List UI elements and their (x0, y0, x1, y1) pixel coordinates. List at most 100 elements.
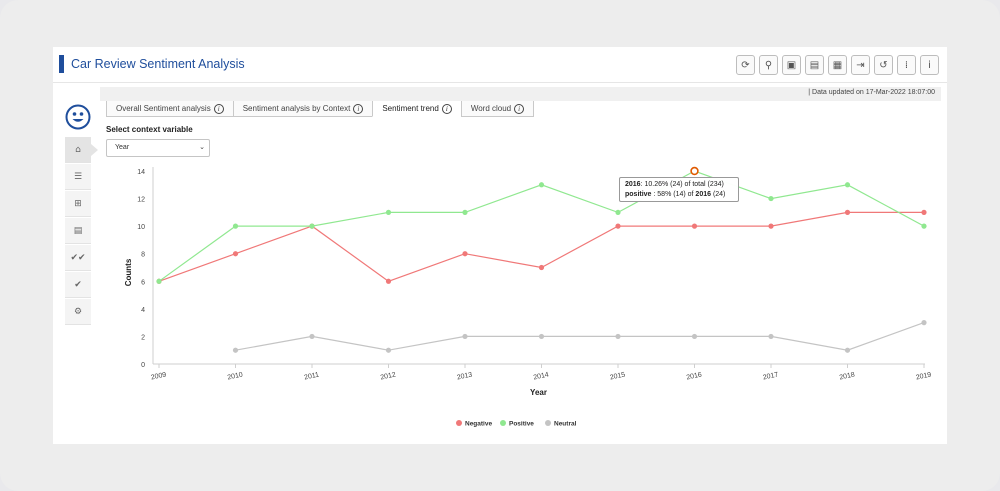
data-point-positive[interactable] (615, 209, 621, 215)
x-tick-label: 2014 (533, 371, 550, 381)
info-icon[interactable]: i (514, 103, 525, 114)
y-tick-label: 10 (137, 224, 145, 231)
y-tick-label: 6 (141, 279, 145, 286)
data-point-negative[interactable] (462, 251, 468, 257)
calendar-icon: ▦ (832, 59, 843, 71)
save-button[interactable]: ▣ (782, 55, 801, 75)
info-icon[interactable]: i (441, 103, 452, 114)
refresh-button[interactable]: ⟳ (736, 55, 755, 75)
y-tick-label: 14 (137, 169, 145, 176)
data-point-positive[interactable] (462, 209, 468, 215)
x-tick-label: 2012 (380, 371, 397, 381)
data-point-negative[interactable] (844, 209, 851, 215)
data-point-negative[interactable] (691, 223, 698, 229)
tooltip-share-end: (24) (711, 191, 726, 198)
series-line-positive (158, 170, 925, 282)
tooltip-line-2: positive : 58% (14) of 2016 (24) (625, 190, 733, 200)
legend-marker (456, 420, 462, 426)
tab-word-cloud[interactable]: Word cloud i (460, 101, 535, 117)
data-point-neutral[interactable] (691, 333, 698, 340)
export-button[interactable]: ⇥ (851, 55, 870, 75)
tab-label: Sentiment trend (382, 104, 439, 113)
sidebar-item-settings[interactable]: ⚙ (65, 299, 91, 325)
smiley-icon (65, 104, 91, 130)
data-point-positive[interactable] (309, 223, 315, 229)
legend-label[interactable]: Neutral (554, 421, 577, 428)
calendar-button[interactable]: ▦ (828, 55, 847, 75)
data-point-positive[interactable] (844, 182, 851, 188)
tab-sentiment-analysis-by-context[interactable]: Sentiment analysis by Context i (232, 101, 374, 117)
data-point-neutral[interactable] (309, 333, 315, 340)
legend-marker (545, 420, 551, 426)
tab-label: Word cloud (470, 104, 512, 113)
data-point-neutral[interactable] (385, 347, 392, 353)
title-accent (59, 55, 64, 73)
legend-label[interactable]: Negative (465, 421, 492, 428)
y-tick-label: 4 (141, 307, 145, 314)
data-point-negative[interactable] (538, 264, 545, 271)
link-button[interactable]: ⚲ (759, 55, 778, 75)
sidebar: ⌂ ☰ ⊞ ▤ ✔✔ ✔ ⚙ (65, 137, 98, 326)
toolbar: ⟳ ⚲ ▣ ▤ ▦ ⇥ ↺ ⁞ i (736, 55, 939, 75)
data-point-neutral[interactable] (538, 333, 545, 340)
x-tick-label: 2019 (915, 371, 932, 381)
data-point-neutral[interactable] (462, 333, 468, 340)
data-point-positive[interactable] (768, 195, 774, 202)
sidebar-item-home[interactable]: ⌂ (65, 137, 98, 163)
sidebar-item-list[interactable]: ☰ (65, 164, 91, 190)
refresh-icon: ⟳ (741, 59, 750, 71)
y-tick-label: 2 (141, 334, 145, 341)
save-as-button[interactable]: ▤ (805, 55, 824, 75)
context-select-value: Year (115, 144, 130, 151)
data-point-positive[interactable] (538, 182, 545, 188)
title-bar: Car Review Sentiment Analysis ⟳ ⚲ ▣ ▤ ▦ ⇥ ↺ ⁞ i (53, 47, 947, 83)
tooltip-share: : 58% (14) of (651, 191, 696, 198)
x-tick-label: 2016 (686, 371, 703, 381)
y-axis-title: Counts (124, 258, 133, 286)
data-point-negative[interactable] (232, 251, 239, 257)
info-button[interactable]: i (920, 55, 939, 75)
legend-label[interactable]: Positive (509, 421, 534, 428)
tab-label: Sentiment analysis by Context (242, 104, 351, 113)
data-point-negative[interactable] (615, 223, 621, 229)
reset-button[interactable]: ↺ (874, 55, 893, 75)
data-point-positive[interactable] (385, 209, 392, 215)
info-icon[interactable]: i (353, 103, 364, 114)
sidebar-item-review[interactable]: ✔✔ (65, 245, 91, 271)
x-tick-label: 2018 (839, 371, 856, 381)
tab-bar: Overall Sentiment analysis i Sentiment ana… (106, 101, 535, 117)
data-point-positive[interactable] (232, 223, 239, 229)
data-point-neutral[interactable] (615, 333, 621, 340)
grid-icon: ⁞ (904, 59, 909, 71)
data-point-positive[interactable] (921, 223, 927, 229)
highlighted-data-point[interactable] (690, 166, 699, 176)
context-variable-select[interactable]: Year ⌄ (106, 139, 210, 157)
sidebar-item-table[interactable]: ▤ (65, 218, 91, 244)
series-line-neutral (235, 322, 925, 351)
data-point-neutral[interactable] (844, 347, 851, 353)
tooltip-total: : 10.26% (24) of total (234) (640, 181, 724, 188)
info-bar: | Data updated on 17-Mar-2022 18:07:00 (100, 87, 941, 101)
data-point-neutral[interactable] (921, 320, 927, 326)
home-icon: ⌂ (75, 144, 81, 155)
y-tick-label: 0 (141, 362, 145, 369)
sidebar-item-filter[interactable]: ⊞ (65, 191, 91, 217)
x-tick-label: 2009 (150, 371, 167, 381)
grid-button[interactable]: ⁞ (897, 55, 916, 75)
data-point-positive[interactable] (156, 278, 162, 284)
tab-sentiment-trend[interactable]: Sentiment trend i (372, 101, 462, 117)
data-point-negative[interactable] (921, 209, 927, 215)
data-point-negative[interactable] (768, 223, 774, 229)
data-point-neutral[interactable] (232, 347, 239, 353)
data-point-negative[interactable] (385, 278, 392, 284)
info-icon[interactable]: i (213, 103, 224, 114)
sidebar-item-approve[interactable]: ✔ (65, 272, 91, 298)
sentiment-trend-chart: 0 2 4 6 8 10 12 14 2009 2010 2011 2012 2013 2014 2015 2… (124, 166, 932, 428)
x-tick-label: 2011 (304, 372, 320, 382)
series-line-negative (158, 211, 924, 282)
tooltip-year: 2016 (625, 181, 641, 188)
tooltip-series: positive (625, 191, 652, 198)
data-point-neutral[interactable] (768, 333, 774, 340)
reset-icon: ↺ (879, 59, 888, 71)
